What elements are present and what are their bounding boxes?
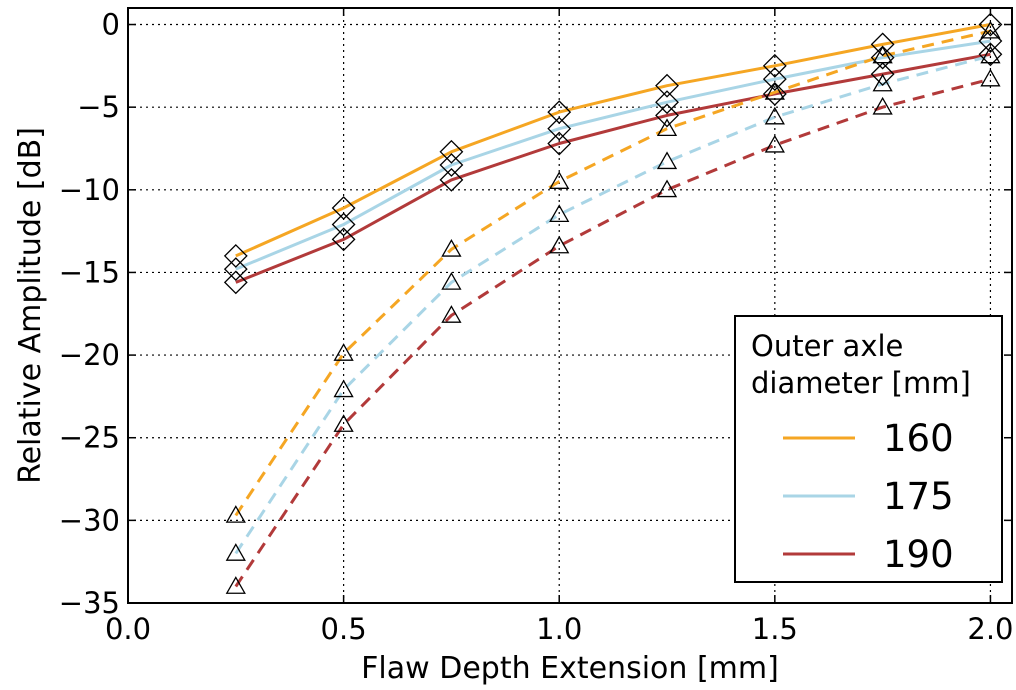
series-line-160-solid — [235, 23, 991, 258]
data-point-diamond — [870, 45, 895, 70]
data-point-diamond — [762, 53, 787, 78]
data-point-triangle — [225, 576, 246, 594]
data-point-diamond — [547, 131, 572, 156]
legend-label-160: 160 — [883, 417, 954, 460]
x-tick-label: 1.5 — [752, 612, 798, 646]
data-point-diamond — [223, 257, 248, 282]
data-point-triangle — [333, 379, 354, 398]
y-tick-label: −30 — [59, 503, 120, 537]
series-line-190-solid — [235, 52, 991, 284]
data-point-triangle — [333, 343, 354, 361]
data-point-triangle — [549, 171, 570, 189]
data-point-triangle — [333, 414, 354, 432]
marker-layer — [223, 12, 1003, 594]
data-point-diamond — [223, 243, 248, 268]
data-point-triangle — [980, 68, 1001, 87]
y-tick-label: 0 — [102, 8, 120, 42]
y-tick-label: −25 — [59, 421, 120, 455]
plot-frame — [127, 7, 1013, 604]
data-point-diamond — [978, 42, 1003, 67]
data-point-triangle — [980, 45, 1001, 64]
data-point-diamond — [439, 139, 464, 164]
x-axis-label: Flaw Depth Extension [mm] — [361, 651, 779, 686]
data-point-diamond — [978, 12, 1003, 37]
data-point-diamond — [223, 270, 248, 295]
data-point-diamond — [331, 227, 356, 252]
y-tick-label: −20 — [59, 338, 120, 372]
data-point-triangle — [872, 73, 893, 92]
data-point-diamond — [655, 90, 679, 115]
y-tick-label: −5 — [77, 90, 120, 124]
data-point-triangle — [656, 179, 678, 198]
data-point-diamond — [655, 73, 679, 98]
data-point-diamond — [547, 116, 572, 141]
y-tick-label: −10 — [59, 173, 120, 207]
ticks: 0.0 0.5 1.0 1.5 2.0 0 −5 −10 −15 −20 −25 −30 −35 — [59, 8, 1014, 646]
data-point-triangle — [764, 81, 785, 100]
data-point-diamond — [547, 100, 572, 125]
legend-label-175: 175 — [883, 475, 954, 518]
data-point-diamond — [331, 196, 356, 220]
legend-title-line-2: diameter [mm] — [751, 366, 971, 400]
data-point-triangle — [441, 238, 462, 257]
data-point-triangle — [872, 96, 893, 115]
y-axis-label: Relative Amplitude [dB] — [13, 127, 48, 484]
legend-title-line-1: Outer axle — [751, 329, 903, 363]
series-line-160-dashed — [234, 29, 991, 517]
y-tick-label: −15 — [59, 255, 120, 289]
data-point-diamond — [331, 212, 356, 237]
data-point-triangle — [656, 118, 678, 137]
data-point-triangle — [441, 272, 462, 290]
data-point-diamond — [439, 153, 464, 177]
data-point-triangle — [225, 543, 246, 561]
y-tick-label: −35 — [59, 586, 120, 620]
x-tick-label: 1.0 — [536, 612, 582, 646]
x-tick-label: 0.0 — [105, 612, 151, 646]
x-tick-label: 0.5 — [321, 612, 367, 646]
legend: Outer axle diameter [mm] 160 175 190 — [734, 315, 1003, 583]
data-point-diamond — [762, 67, 787, 91]
data-point-diamond — [870, 32, 895, 57]
series-layer — [234, 23, 991, 588]
series-line-175-dashed — [234, 54, 991, 555]
data-point-triangle — [980, 20, 1001, 39]
data-point-triangle — [441, 305, 462, 323]
data-point-diamond — [870, 62, 895, 87]
x-tick-label: 2.0 — [967, 612, 1013, 646]
data-point-triangle — [764, 106, 785, 125]
series-line-190-dashed — [234, 77, 991, 588]
legend-box — [734, 315, 1003, 583]
data-point-triangle — [225, 505, 246, 523]
data-point-triangle — [764, 134, 785, 153]
data-point-triangle — [549, 204, 570, 222]
legend-entries: 160 175 190 — [783, 417, 954, 576]
data-point-diamond — [655, 103, 679, 128]
data-point-diamond — [762, 82, 787, 106]
data-point-triangle — [549, 235, 570, 254]
data-point-triangle — [872, 45, 893, 64]
legend-label-190: 190 — [883, 533, 954, 576]
data-point-triangle — [656, 151, 678, 170]
data-point-diamond — [439, 167, 464, 192]
